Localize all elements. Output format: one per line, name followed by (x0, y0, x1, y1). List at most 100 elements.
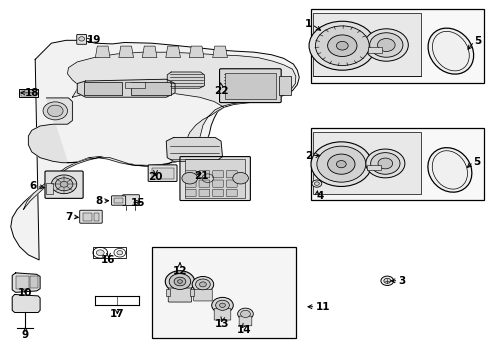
FancyBboxPatch shape (180, 157, 250, 201)
Bar (30, 276, 38, 288)
Text: 5: 5 (473, 36, 481, 46)
Circle shape (195, 279, 210, 290)
Text: 7: 7 (65, 212, 72, 222)
Polygon shape (12, 294, 40, 312)
FancyBboxPatch shape (199, 180, 209, 187)
Bar (19, 89, 38, 97)
Ellipse shape (427, 28, 473, 74)
Bar (131, 82, 171, 95)
FancyBboxPatch shape (226, 171, 237, 178)
Polygon shape (11, 40, 299, 260)
FancyBboxPatch shape (212, 180, 223, 187)
Circle shape (369, 33, 402, 57)
Text: 3: 3 (398, 276, 405, 286)
FancyBboxPatch shape (212, 171, 223, 178)
Polygon shape (12, 273, 40, 292)
Polygon shape (142, 46, 157, 58)
Circle shape (377, 158, 392, 169)
Text: 6: 6 (29, 181, 37, 192)
Bar (125, 82, 144, 88)
Text: 16: 16 (101, 255, 116, 265)
Circle shape (380, 276, 393, 285)
Polygon shape (119, 46, 133, 58)
FancyBboxPatch shape (226, 180, 237, 187)
FancyBboxPatch shape (239, 316, 251, 326)
Text: 4: 4 (316, 191, 324, 201)
Bar (151, 247, 295, 338)
Bar (93, 247, 126, 258)
Circle shape (96, 250, 104, 256)
Circle shape (60, 181, 68, 187)
Circle shape (310, 142, 371, 186)
Polygon shape (77, 79, 175, 97)
Circle shape (117, 251, 122, 255)
Circle shape (316, 146, 365, 182)
Bar (312, 13, 420, 76)
Bar (310, 9, 483, 83)
Circle shape (219, 303, 225, 307)
Bar (166, 289, 170, 296)
FancyBboxPatch shape (199, 189, 209, 197)
Circle shape (327, 35, 356, 57)
Circle shape (240, 310, 250, 318)
Bar (83, 213, 92, 221)
Text: 14: 14 (237, 325, 251, 335)
Circle shape (177, 280, 182, 283)
Polygon shape (212, 46, 227, 58)
Circle shape (232, 172, 248, 184)
Circle shape (365, 149, 404, 178)
Circle shape (370, 153, 399, 174)
FancyBboxPatch shape (148, 165, 177, 181)
FancyBboxPatch shape (214, 309, 230, 320)
Polygon shape (165, 46, 180, 58)
FancyBboxPatch shape (212, 189, 223, 197)
Text: 11: 11 (315, 302, 329, 312)
FancyBboxPatch shape (185, 189, 196, 197)
Text: 15: 15 (131, 198, 145, 208)
Bar (46, 183, 53, 194)
Circle shape (43, 102, 67, 120)
Bar (84, 82, 122, 95)
Bar (184, 159, 245, 198)
Polygon shape (189, 46, 203, 58)
Circle shape (192, 276, 213, 292)
FancyBboxPatch shape (168, 288, 191, 302)
Circle shape (51, 175, 77, 194)
Circle shape (182, 172, 197, 184)
Text: 22: 22 (213, 86, 228, 96)
Text: 10: 10 (18, 288, 33, 298)
FancyBboxPatch shape (185, 180, 196, 187)
FancyBboxPatch shape (77, 35, 86, 44)
FancyBboxPatch shape (185, 171, 196, 178)
Polygon shape (166, 138, 222, 161)
Bar (312, 132, 420, 194)
Circle shape (199, 282, 206, 287)
Text: 2: 2 (304, 150, 311, 161)
Bar (189, 289, 193, 296)
Text: 5: 5 (472, 157, 480, 167)
Polygon shape (23, 52, 295, 210)
Bar (367, 47, 381, 53)
Text: 8: 8 (95, 196, 102, 206)
Polygon shape (28, 98, 77, 163)
FancyBboxPatch shape (193, 289, 212, 301)
FancyBboxPatch shape (199, 171, 209, 178)
Ellipse shape (427, 148, 471, 192)
FancyBboxPatch shape (219, 69, 281, 103)
Circle shape (237, 308, 253, 320)
Text: 19: 19 (87, 35, 101, 45)
Text: 1: 1 (304, 19, 311, 30)
Text: 9: 9 (22, 330, 29, 341)
Circle shape (47, 105, 63, 117)
FancyBboxPatch shape (45, 171, 83, 198)
Text: 18: 18 (24, 88, 39, 98)
Circle shape (169, 274, 190, 289)
Circle shape (314, 182, 319, 185)
Text: 17: 17 (110, 309, 124, 319)
Bar (278, 76, 290, 95)
Circle shape (211, 297, 233, 313)
Text: 21: 21 (194, 171, 209, 181)
Polygon shape (167, 72, 204, 88)
Bar (310, 128, 483, 200)
Circle shape (79, 37, 84, 41)
